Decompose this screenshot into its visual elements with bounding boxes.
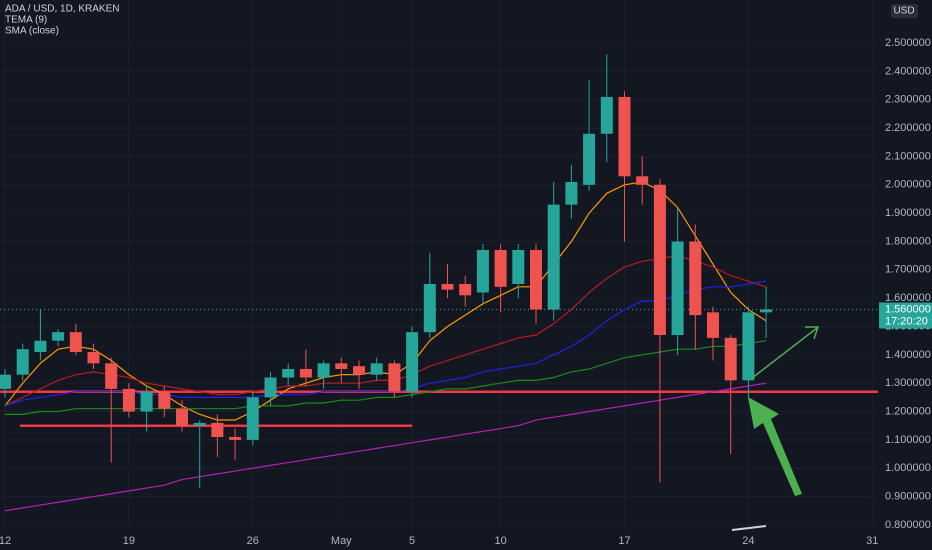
candle-body	[547, 204, 560, 310]
candle-body	[742, 312, 755, 381]
candle-body	[388, 363, 401, 392]
indicator-line	[4, 280, 767, 407]
x-tick-label: 10	[494, 535, 506, 547]
y-tick-label: 2.400000	[885, 65, 931, 77]
y-tick-label: 1.000000	[885, 462, 931, 474]
legend-item: SMA (close)	[5, 26, 59, 37]
y-tick-label: 1.600000	[885, 292, 931, 304]
y-tick-label: 2.500000	[885, 37, 931, 49]
y-tick-label: 1.200000	[885, 405, 931, 417]
candle-body	[618, 96, 631, 177]
candle-body	[229, 437, 242, 440]
candle-body	[16, 349, 29, 375]
candle-body	[494, 249, 507, 287]
y-tick-label: 1.700000	[885, 264, 931, 276]
candle-body	[689, 241, 702, 316]
candle-body	[211, 422, 224, 438]
indicator-line	[5, 340, 767, 415]
candle-body	[423, 283, 436, 333]
chart-title: ADA / USD, 1D, KRAKEN	[5, 4, 119, 15]
legend-item: TEMA (9)	[5, 15, 47, 26]
x-tick-label: 17	[618, 535, 630, 547]
candle-body	[52, 332, 65, 341]
candle-body	[671, 241, 684, 336]
candle-body	[512, 249, 525, 284]
candle-body	[69, 332, 82, 353]
candle-body	[707, 312, 719, 338]
candle-body	[34, 340, 47, 353]
candle-body	[246, 397, 259, 440]
currency-badge[interactable]	[891, 4, 918, 18]
candle-body	[264, 377, 277, 398]
candle-body	[299, 369, 312, 378]
candle-body	[565, 181, 578, 205]
candle-body	[335, 363, 348, 370]
candle-body	[530, 249, 542, 310]
candle-body	[122, 388, 135, 412]
indicator-lines	[4, 181, 767, 512]
x-tick-label: May	[331, 535, 352, 547]
candle-body	[317, 363, 330, 378]
x-tick-label: 26	[247, 535, 259, 547]
x-tick-label: 31	[866, 535, 878, 547]
last-price-label: 1.560000	[885, 303, 931, 315]
x-tick-label: 24	[742, 535, 754, 547]
y-tick-label: 1.800000	[885, 235, 931, 247]
y-tick-label: 1.300000	[885, 377, 931, 389]
y-tick-label: 0.800000	[885, 519, 931, 531]
candle-body	[282, 369, 295, 378]
candle-body	[0, 374, 11, 389]
annotation-arrow-head	[805, 326, 820, 340]
x-tick-label: 12	[0, 535, 11, 547]
candle-body	[353, 366, 365, 375]
x-tick-label: 5	[409, 535, 415, 547]
candle-body	[476, 249, 489, 293]
countdown-label: 17:20:20	[885, 315, 928, 327]
candle-body	[370, 363, 383, 375]
x-tick-label: 19	[123, 535, 135, 547]
y-tick-label: 1.400000	[885, 349, 931, 361]
candle-body	[140, 391, 153, 412]
indicator-line	[4, 255, 767, 407]
y-tick-label: 2.100000	[885, 150, 931, 162]
y-tick-label: 1.100000	[885, 434, 931, 446]
currency-label[interactable]: USD	[893, 6, 914, 17]
y-tick-label: 2.200000	[885, 122, 931, 134]
candle-body	[176, 408, 188, 426]
candle-body	[87, 352, 100, 364]
grid	[0, 0, 878, 530]
candle-body	[158, 391, 171, 409]
annotation-arrow	[751, 327, 818, 379]
candle-body	[636, 176, 649, 185]
y-tick-label: 2.000000	[885, 179, 931, 191]
candle-body	[105, 363, 118, 389]
y-tick-label: 0.900000	[885, 490, 931, 502]
candle-body	[441, 283, 454, 290]
candle-body	[653, 184, 666, 336]
candle-body	[459, 283, 472, 296]
y-tick-label: 2.300000	[885, 94, 931, 106]
candle-body	[760, 309, 773, 313]
candle-body	[724, 337, 737, 381]
indicator-line	[4, 382, 767, 512]
annotation-arrow	[748, 397, 802, 496]
last-price-box	[879, 302, 932, 329]
candle-body	[193, 422, 206, 426]
candle-body	[600, 96, 613, 134]
candle-body	[406, 332, 419, 392]
y-tick-label: 1.900000	[885, 207, 931, 219]
candle-body	[583, 133, 596, 185]
candles	[0, 54, 773, 489]
volume-hint	[731, 525, 767, 531]
